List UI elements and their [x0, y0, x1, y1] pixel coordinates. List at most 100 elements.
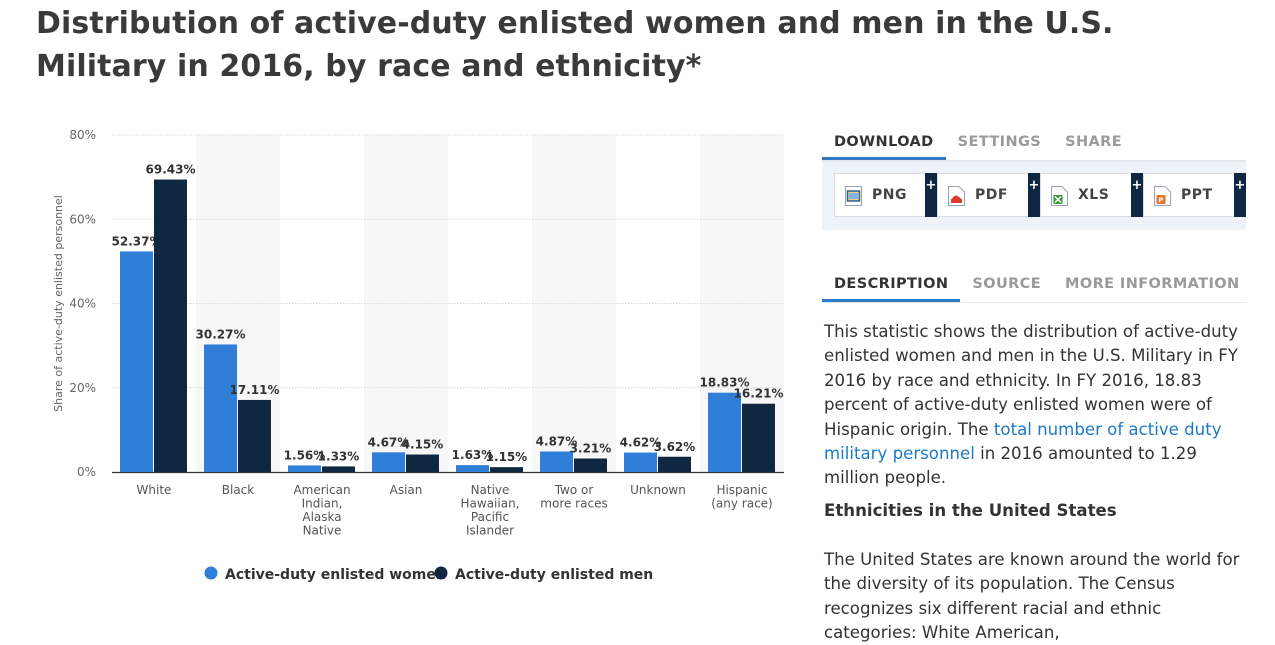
bar-women	[456, 465, 489, 472]
download-xls-label: XLS	[1078, 187, 1110, 203]
tab-share[interactable]: SHARE	[1065, 134, 1123, 150]
y-tick-label: 0%	[77, 465, 96, 479]
bar-women	[120, 251, 153, 472]
xls-file-icon	[1051, 186, 1068, 206]
data-label: 1.15%	[486, 450, 528, 464]
data-label: 52.37%	[112, 234, 162, 248]
x-category-label-line: Pacific	[471, 510, 509, 524]
x-category-label-line: Indian,	[302, 497, 343, 511]
bar-men	[658, 456, 691, 472]
pdf-file-icon	[948, 186, 965, 206]
download-png-button[interactable]: PNG +	[834, 173, 937, 217]
xls-options-plus[interactable]: +	[1131, 173, 1143, 217]
x-category-label-line: Islander	[466, 524, 514, 538]
description-text-after: in 2016 amounted to 1.29 million people.	[824, 444, 1197, 488]
description-panel: This statistic shows the distribution of…	[824, 320, 1250, 645]
x-category-label-line: Hawaiian,	[461, 497, 520, 511]
data-label: 18.83%	[700, 376, 750, 390]
download-pdf-label: PDF	[975, 187, 1008, 203]
x-category-label-line: Alaska	[302, 510, 341, 524]
data-label: 4.67%	[368, 435, 410, 449]
page-title: Distribution of active-duty enlisted wom…	[36, 6, 1114, 84]
x-category-label: Native Hawaiian, Pacific Islander	[461, 483, 520, 538]
military-personnel-link[interactable]: total number of active duty military per…	[824, 419, 1222, 464]
bar-women	[372, 452, 405, 472]
pdf-options-plus[interactable]: +	[1028, 173, 1040, 217]
data-label: 3.62%	[654, 440, 696, 454]
x-category-label-line: Black	[222, 483, 255, 497]
data-label: 69.43%	[146, 163, 196, 177]
bar-men	[490, 467, 523, 472]
data-label: 4.87%	[536, 434, 578, 448]
bar-men	[238, 399, 271, 472]
x-category-label-line: American	[293, 483, 350, 497]
data-label: 16.21%	[734, 387, 784, 401]
tab-settings[interactable]: SETTINGS	[957, 134, 1042, 150]
data-label: 1.56%	[284, 448, 326, 462]
data-label: 1.33%	[318, 449, 360, 463]
data-label: 30.27%	[196, 327, 246, 341]
ethnicities-heading: Ethnicities in the United States	[824, 500, 1117, 520]
x-category-label-line: (any race)	[711, 497, 773, 511]
download-panel: PNG + PDF + XLS + P PPT +	[822, 162, 1246, 230]
bar-men	[322, 466, 355, 472]
x-category-label-line: Asian	[390, 483, 423, 497]
download-pdf-button[interactable]: PDF +	[937, 173, 1040, 217]
bar-women	[540, 451, 573, 472]
export-tabs-divider	[822, 160, 1246, 162]
y-tick-label: 40%	[69, 297, 96, 311]
legend-label-women: Active-duty enlisted women	[225, 567, 446, 583]
png-file-icon	[845, 186, 862, 206]
x-category-label: American Indian, Alaska Native	[293, 483, 350, 538]
info-tabs-divider	[822, 302, 1246, 303]
legend-marker-men	[434, 566, 448, 580]
bar-women	[288, 465, 321, 472]
download-ppt-button[interactable]: P PPT +	[1143, 173, 1246, 217]
x-category-label-line: Native	[471, 483, 510, 497]
info-tabs: DESCRIPTION SOURCE MORE INFORMATION	[822, 269, 1252, 302]
data-label: 4.15%	[402, 438, 444, 452]
data-label: 4.62%	[620, 436, 662, 450]
legend-label-men: Active-duty enlisted men	[455, 567, 653, 583]
bar-women	[624, 452, 657, 472]
x-category-label: Unknown	[630, 483, 686, 497]
y-tick-label: 60%	[69, 212, 96, 226]
x-category-label-line: Hispanic	[716, 483, 767, 497]
ppt-file-icon: P	[1154, 186, 1171, 206]
x-category-label-line: Unknown	[630, 483, 686, 497]
download-xls-button[interactable]: XLS +	[1040, 173, 1143, 217]
bar-men	[742, 403, 775, 472]
data-label: 3.21%	[570, 441, 612, 455]
bar-men	[574, 458, 607, 472]
download-png-label: PNG	[872, 187, 907, 203]
bar-chart: 0% 20% 40% 60% 80% Share of active-duty enlis…	[52, 128, 784, 583]
export-tabs: DOWNLOAD SETTINGS SHARE	[822, 127, 1134, 160]
y-axis-title: Share of active-duty enlisted personnel	[52, 195, 65, 412]
tab-more-information[interactable]: MORE INFORMATION	[1065, 276, 1240, 292]
tab-download[interactable]: DOWNLOAD	[822, 127, 946, 160]
x-category-label-line: Two or	[554, 483, 594, 497]
tab-description[interactable]: DESCRIPTION	[822, 269, 961, 302]
png-options-plus[interactable]: +	[925, 173, 937, 217]
x-category-label: Black	[222, 483, 255, 497]
data-label: 1.63%	[452, 448, 494, 462]
x-category-label-line: Native	[303, 524, 342, 538]
y-tick-label: 20%	[69, 381, 96, 395]
ppt-options-plus[interactable]: +	[1234, 173, 1246, 217]
bar-men	[406, 454, 439, 472]
x-category-label-line: White	[137, 483, 172, 497]
description-paragraph: This statistic shows the distribution of…	[824, 320, 1250, 491]
description-text-before: This statistic shows the distribution of…	[824, 322, 1239, 439]
data-label: 17.11%	[230, 383, 280, 397]
legend-marker-women	[204, 566, 218, 580]
x-category-label: White	[137, 483, 172, 497]
x-category-label-line: more races	[540, 497, 607, 511]
x-category-label: Two or more races	[540, 483, 607, 511]
download-ppt-label: PPT	[1181, 187, 1213, 203]
y-tick-label: 80%	[69, 128, 96, 142]
ethnicities-paragraph: The United States are known around the w…	[824, 549, 1240, 643]
bar-women	[708, 392, 741, 472]
x-category-label: Asian	[390, 483, 423, 497]
tab-source[interactable]: SOURCE	[972, 276, 1042, 292]
svg-text:P: P	[1158, 197, 1163, 205]
